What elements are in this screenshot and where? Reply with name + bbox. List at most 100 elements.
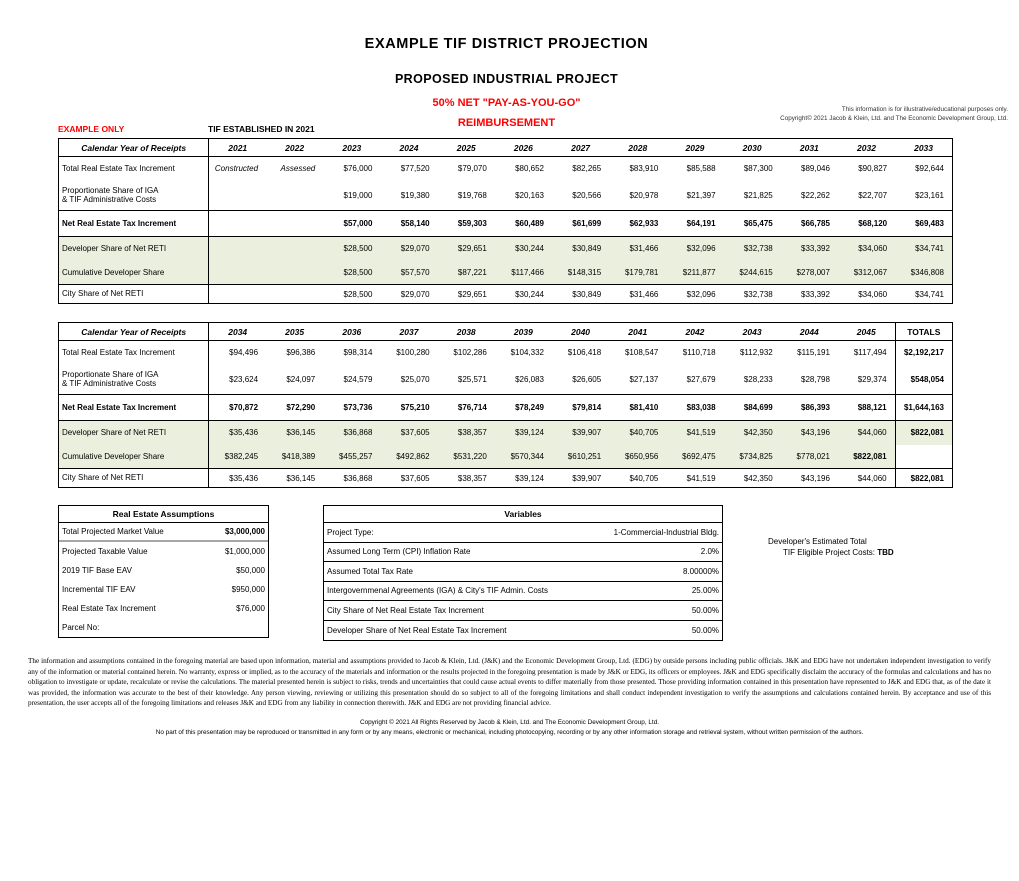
projection-cell <box>266 180 324 211</box>
kv-label: Parcel No: <box>62 623 100 632</box>
projection-cell: $24,579 <box>323 364 381 395</box>
projection-cell: $39,907 <box>551 420 610 445</box>
projection-cell: $778,021 <box>780 444 838 469</box>
kv-label: 2019 TIF Base EAV <box>62 566 132 575</box>
year-column-header: 2040 <box>551 322 610 341</box>
row-dev-share: Developer Share of Net RETI $28,500 $29,07… <box>58 236 953 261</box>
projection-cell: $66,785 <box>780 210 838 237</box>
projection-cell: $41,519 <box>686 473 716 483</box>
projection-cell: $40,705 <box>629 473 659 483</box>
year-column-header: 2028 <box>609 138 667 157</box>
projection-cell: $43,196 <box>780 420 838 445</box>
row-iga-costs: Proportionate Share of IGA & TIF Administ… <box>58 180 953 211</box>
kv-value: $1,000,000 <box>224 547 265 556</box>
projection-cell: $78,249 <box>494 394 552 421</box>
projection-cell: $20,978 <box>609 180 667 211</box>
copyright-line: Copyright © 2021 All Rights Reserved by … <box>359 719 660 726</box>
projection-cell: $22,262 <box>780 180 838 211</box>
calendar-year-header: Calendar Year of Receipts <box>58 322 210 341</box>
projection-cell: $27,679 <box>666 364 724 395</box>
assumptions-rows: Total Projected Market Value $3,000,000 Pr… <box>59 523 268 637</box>
projection-cell: $27,137 <box>609 364 667 395</box>
projection-cell: $87,221 <box>437 260 495 285</box>
projection-cell: $76,714 <box>437 394 495 421</box>
projection-cell: $104,332 <box>510 348 544 358</box>
kv-value: $950,000 <box>231 585 265 594</box>
kv-value: $50,000 <box>236 566 265 575</box>
year-column-header: 2034 <box>208 322 267 341</box>
projection-cell: $346,808 <box>895 260 953 285</box>
row-net-reti: Net Real Estate Tax Increment $57,000 $58,… <box>58 210 953 237</box>
kv-label: Projected Taxable Value <box>62 547 148 556</box>
projection-cell: $19,768 <box>437 180 495 211</box>
projection-cell: $20,566 <box>551 180 610 211</box>
projection-cell: $76,000 <box>343 164 373 174</box>
projection-cell: $37,605 <box>380 420 438 445</box>
projection-cell: $692,475 <box>666 444 724 469</box>
projection-header-row: Calendar Year of Receipts 2034 2035 2036 203… <box>58 322 953 341</box>
kv-value: $76,000 <box>236 604 265 613</box>
projection-cell: $112,932 <box>739 348 773 358</box>
projection-cell: $75,210 <box>380 394 438 421</box>
row-label: Developer Share of Net RETI <box>58 236 210 261</box>
projection-cell: $92,644 <box>915 164 944 174</box>
kv-label: Intergovernmenal Agreements (IGA) & City… <box>327 586 549 596</box>
projection-cell: $455,257 <box>323 444 381 469</box>
year-column-header: 2023 <box>323 138 381 157</box>
projection-cell: $100,280 <box>396 348 430 358</box>
projection-cell: $89,046 <box>801 164 830 174</box>
projection-cell: $19,000 <box>323 180 381 211</box>
kv-label: Total Projected Market Value <box>62 527 164 536</box>
projection-cell: $32,096 <box>686 289 716 299</box>
projection-cell <box>208 236 267 261</box>
projection-cell: $31,466 <box>629 289 659 299</box>
projection-cell: $30,244 <box>494 236 552 261</box>
projection-cell <box>266 236 324 261</box>
projection-cell: $42,350 <box>743 473 773 483</box>
projection-cell: $418,389 <box>266 444 324 469</box>
projection-cell: $36,145 <box>286 473 316 483</box>
projection-cell: $36,145 <box>266 420 324 445</box>
kv-row: City Share of Net Real Estate Tax Increm… <box>324 601 722 621</box>
projection-cell: $86,393 <box>780 394 838 421</box>
projection-cell: $33,392 <box>780 236 838 261</box>
projection-cell: $43,196 <box>801 473 830 483</box>
kv-label: Real Estate Tax Increment <box>62 604 156 613</box>
projection-cell: $34,741 <box>915 289 944 299</box>
projection-cell: $81,410 <box>609 394 667 421</box>
projection-cell: $61,699 <box>551 210 610 237</box>
projection-cell: $77,520 <box>400 164 430 174</box>
projection-cell: $39,124 <box>494 420 552 445</box>
top-right-note: This information is for illustrative/edu… <box>780 105 1008 123</box>
kv-value: 8.00000% <box>682 566 719 576</box>
projection-cell: $85,588 <box>686 164 716 174</box>
kv-label: Assumed Total Tax Rate <box>327 566 413 576</box>
row-label: City Share of Net RETI <box>58 284 210 304</box>
projection-cell: $79,814 <box>551 394 610 421</box>
page-subtitle: PROPOSED INDUSTRIAL PROJECT <box>394 72 619 86</box>
projection-cell <box>266 210 324 237</box>
projection-cell: $822,081 <box>894 468 953 488</box>
projection-cell: $32,738 <box>743 289 773 299</box>
top-note-line1: This information is for illustrative/edu… <box>841 106 1008 113</box>
projection-cell: $65,475 <box>723 210 781 237</box>
year-column-header: 2032 <box>837 138 896 157</box>
kv-row: Total Projected Market Value $3,000,000 <box>59 523 268 542</box>
year-column-header: 2030 <box>723 138 781 157</box>
projection-cell: $312,067 <box>837 260 896 285</box>
projection-cell: $35,436 <box>208 420 267 445</box>
year-column-header: 2033 <box>895 138 953 157</box>
projection-cell: $21,825 <box>723 180 781 211</box>
projection-cell: $734,825 <box>723 444 781 469</box>
year-column-header: 2038 <box>437 322 495 341</box>
year-column-header: 2026 <box>494 138 552 157</box>
projection-cell: $32,096 <box>666 236 724 261</box>
row-label: Net Real Estate Tax Increment <box>58 210 210 237</box>
projection-cell: $108,547 <box>624 348 659 358</box>
year-column-header: 2045 <box>837 322 896 341</box>
projection-cell: $23,161 <box>895 180 953 211</box>
projection-cell: $19,380 <box>380 180 438 211</box>
projection-cell: $21,397 <box>666 180 724 211</box>
projection-cell: $1,644,163 <box>894 394 953 421</box>
